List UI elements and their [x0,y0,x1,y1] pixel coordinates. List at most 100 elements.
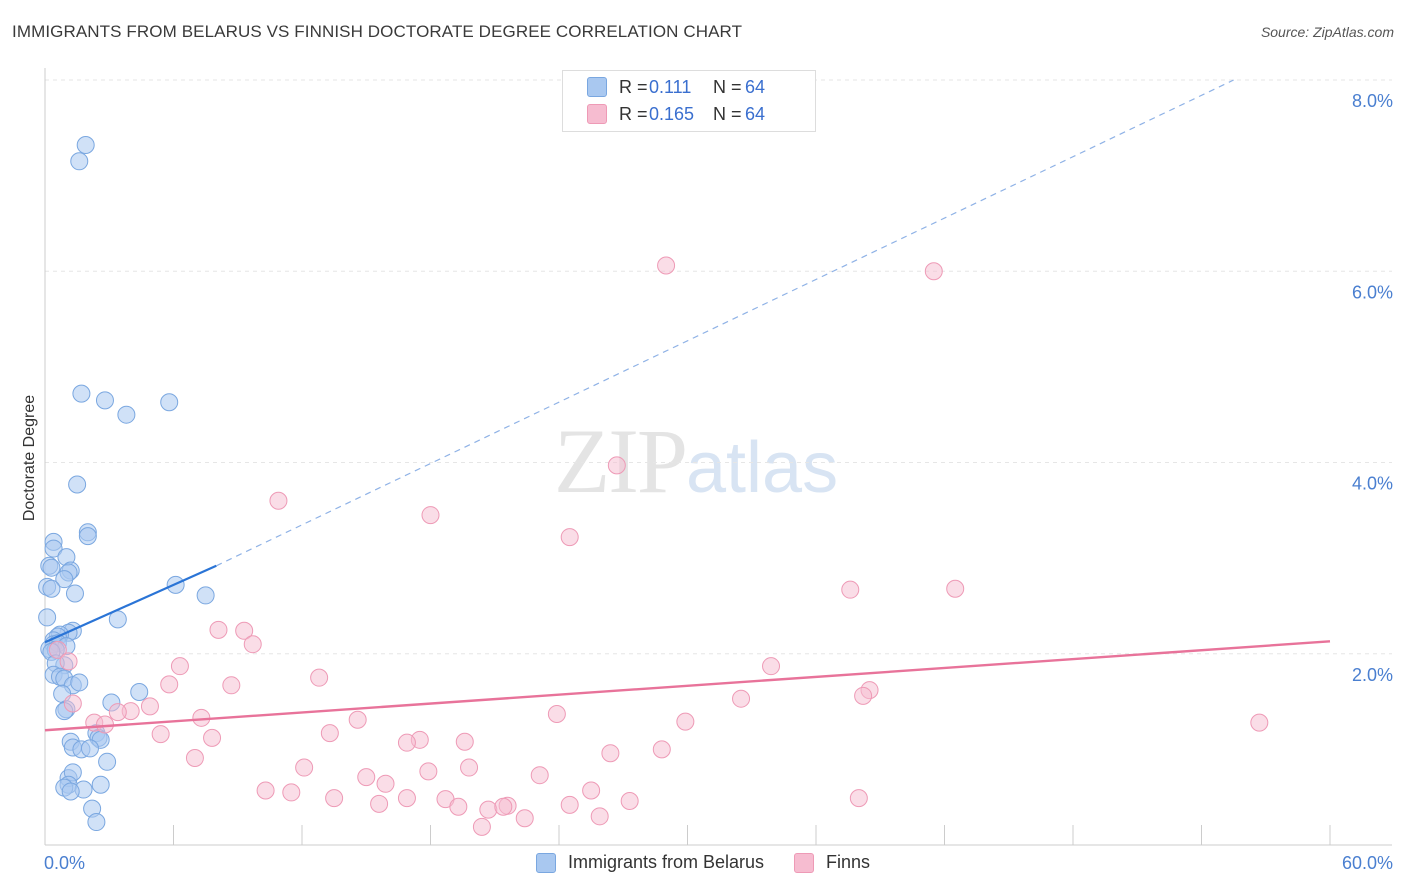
trendline-belarus [44,564,217,644]
data-point-finns [397,789,416,808]
grid-lines [45,79,1392,655]
data-point-finns [582,781,601,800]
data-point-belarus [42,579,61,598]
data-point-finns [235,621,254,640]
data-point-finns [560,795,579,814]
data-point-finns [460,758,479,777]
data-point-belarus [160,393,179,412]
data-point-finns [607,456,626,475]
data-point-finns [590,807,609,826]
data-point-belarus [70,673,89,692]
data-point-belarus [70,152,89,171]
series-legend: Immigrants from Belarus Finns [0,852,1406,873]
legend-swatch-pink [587,104,607,124]
data-point-finns [63,694,82,713]
data-point-finns [946,579,965,598]
series-immigrants-from-belarus [38,136,215,832]
data-point-finns [762,657,781,676]
zipatlas-watermark: ZIPatlas [554,408,838,514]
data-point-finns [421,506,440,525]
data-point-finns [185,748,204,767]
watermark-atlas: atlas [686,428,839,508]
data-point-finns [243,635,262,654]
data-point-finns [222,676,241,695]
trendline-finns [44,640,1331,732]
tick-labels: 2.0% 4.0% 6.0% 8.0% 0.0% 60.0% [44,91,1393,873]
data-point-finns [530,766,549,785]
x-tick-label: 0.0% [44,853,85,873]
legend-label-finns: Finns [826,852,871,872]
axes [44,68,1392,846]
data-point-finns [295,758,314,777]
stats-legend: R = 0.111 N = 64 R = 0.165 N = 64 [562,70,816,132]
legend-r-label: R = [619,76,648,97]
data-point-belarus [38,608,57,627]
data-point-finns [310,668,329,687]
data-point-finns [472,817,491,836]
data-point-belarus [196,586,215,605]
data-point-finns [854,686,873,705]
data-point-finns [397,733,416,752]
data-point-finns [151,725,170,744]
data-point-belarus [80,739,99,758]
data-point-finns [370,794,389,813]
data-point-finns [320,724,339,743]
data-point-finns [479,800,498,819]
legend-r-value: 0.165 [649,103,695,124]
data-point-finns [601,744,620,763]
data-point-belarus [44,539,63,558]
trendline-belarus-projection [216,79,1234,567]
legend-item-belarus[interactable]: Immigrants from Belarus [535,852,765,873]
legend-n-label: N = [713,103,742,124]
data-point-belarus [72,384,91,403]
data-point-belarus [65,584,84,603]
data-point-finns [1250,713,1269,732]
data-point-finns [732,689,751,708]
data-point-finns [849,789,868,808]
data-point-finns [203,728,222,747]
data-point-finns [455,732,474,751]
data-point-belarus [117,405,136,424]
data-point-belarus [130,683,149,701]
legend-label-belarus: Immigrants from Belarus [567,852,765,872]
data-point-belarus [68,475,87,494]
data-point-belarus [98,752,117,771]
data-point-finns [652,740,671,759]
data-point-finns [209,620,228,639]
data-point-finns [515,809,534,828]
data-point-belarus [55,570,74,589]
legend-r-label: R = [619,103,648,124]
legend-swatch-blue [587,77,607,97]
data-point-finns [620,792,639,811]
data-point-finns [357,768,376,787]
data-point-finns [59,652,78,671]
series-finns [48,256,1269,836]
data-point-finns [657,256,676,275]
legend-swatch-blue [535,852,556,873]
y-tick-label: 4.0% [1352,474,1393,494]
data-point-finns [256,781,275,800]
legend-row-belarus: R = 0.111 N = 64 [587,75,765,99]
legend-n-label: N = [713,76,742,97]
data-point-belarus [87,813,106,832]
data-point-finns [924,262,943,281]
data-point-finns [419,762,438,781]
data-point-finns [48,640,67,659]
data-point-finns [140,697,159,716]
data-point-finns [676,712,695,731]
data-point-belarus [76,136,95,155]
data-point-finns [325,789,344,808]
chart-title: IMMIGRANTS FROM BELARUS VS FINNISH DOCTO… [12,22,743,41]
data-point-finns [547,704,566,723]
data-point-finns [160,675,179,694]
legend-item-finns[interactable]: Finns [794,852,870,873]
legend-swatch-pink [794,852,815,873]
data-point-finns [108,703,127,722]
y-tick-label: 2.0% [1352,665,1393,685]
data-point-finns [348,710,367,729]
y-tick-label: 8.0% [1352,91,1393,111]
data-point-finns [269,491,288,510]
data-point-belarus [91,775,110,794]
trend-lines [44,79,1331,732]
